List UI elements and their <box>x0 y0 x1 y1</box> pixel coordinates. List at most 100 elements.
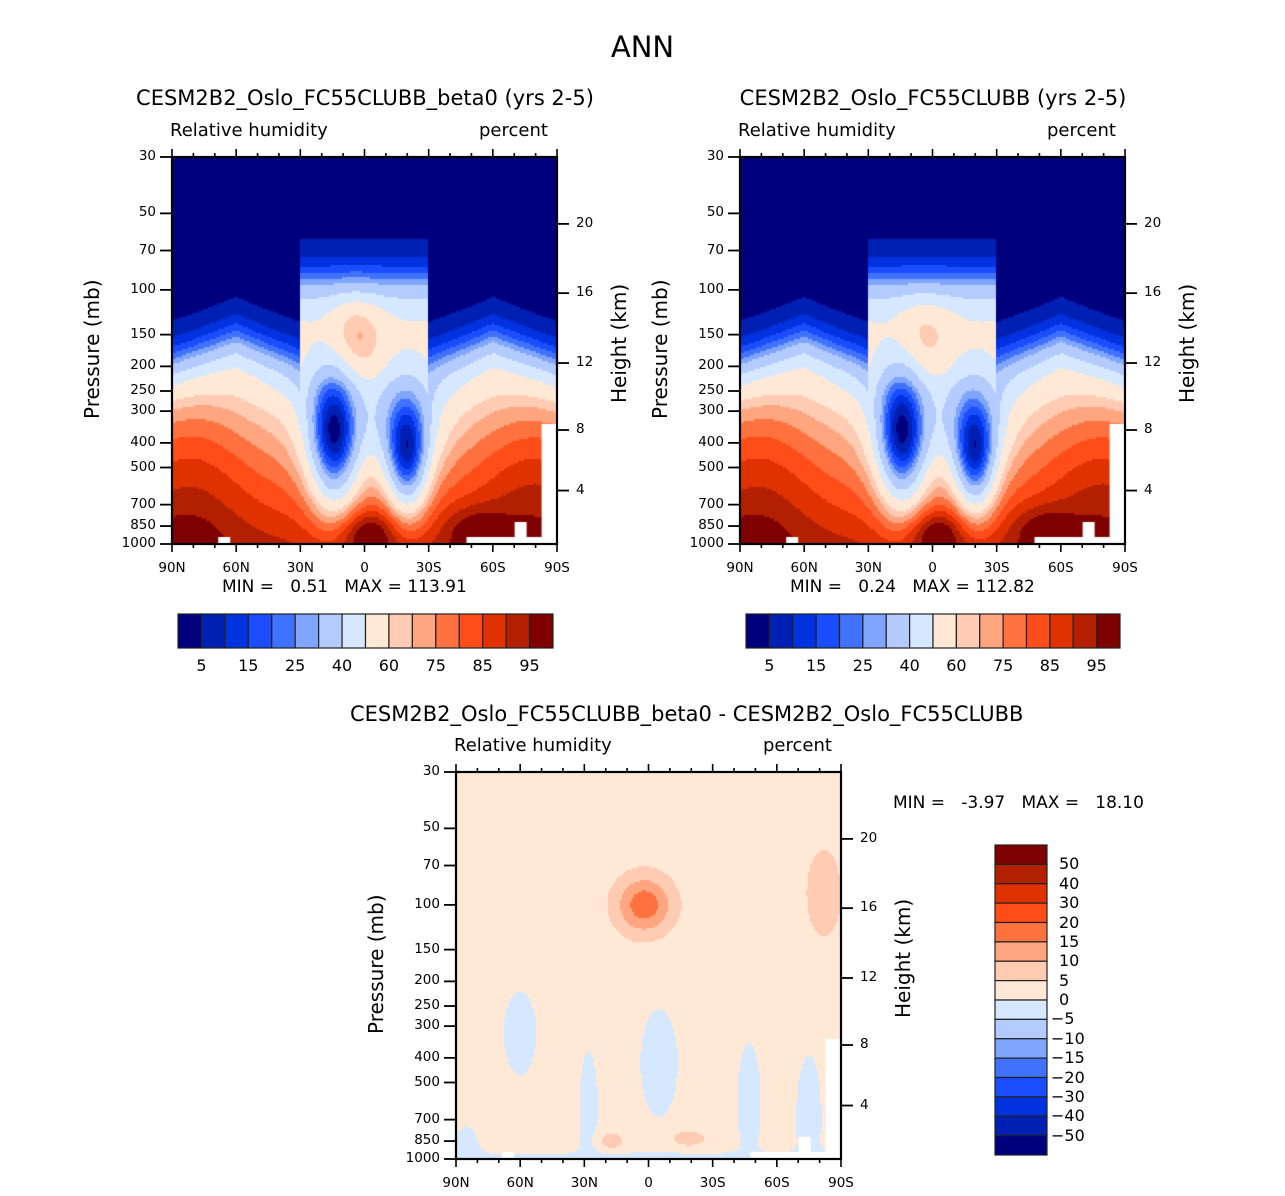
colorbar-box <box>994 980 1048 1001</box>
colorbar-box <box>294 613 320 649</box>
y-tick-label: 1000 <box>405 1150 440 1166</box>
x-tick-label: 90S <box>544 560 570 576</box>
y-tick-label: 1000 <box>689 535 724 551</box>
colorbar-box <box>885 613 911 649</box>
max-value: 18.10 <box>1079 793 1144 813</box>
y-tick-label: 850 <box>414 1132 440 1149</box>
x-tick-label: 90S <box>828 1175 854 1191</box>
colorbar-box <box>994 1096 1048 1117</box>
colorbar-label: 5 <box>196 656 207 675</box>
colorbar-label: 40 <box>331 656 353 675</box>
x-tick-label: 30N <box>854 560 882 576</box>
y-axis-title: Pressure (mb) <box>648 278 672 419</box>
x-tick-label: 0 <box>644 1175 653 1191</box>
y-right-tick-label: 8 <box>1144 421 1153 437</box>
max-label: MAX = <box>912 577 970 597</box>
colorbar-box <box>1002 613 1028 649</box>
panel-title: CESM2B2_Oslo_FC55CLUBB_beta0 (yrs 2-5) <box>136 86 594 110</box>
colorbar-label: −5 <box>1051 1009 1075 1029</box>
y-tick-label: 700 <box>414 1110 440 1127</box>
min-max-readout: MIN = 0.51 MAX = 113.91 <box>222 577 467 597</box>
colorbar-box <box>271 613 296 649</box>
colorbar-label: 95 <box>1086 656 1107 675</box>
colorbar-box <box>364 613 390 649</box>
colorbar-box <box>994 1018 1048 1040</box>
colorbar-label: 15 <box>238 656 259 675</box>
colorbar-box <box>994 921 1048 943</box>
colorbar-label: 15 <box>805 656 827 675</box>
units-label: percent <box>479 120 548 141</box>
y-tick-label: 700 <box>130 495 156 512</box>
colorbar-label: 95 <box>519 656 540 675</box>
y-right-tick-label: 16 <box>1144 284 1162 301</box>
y-tick-label: 300 <box>130 402 156 419</box>
y-tick-label: 250 <box>414 997 440 1013</box>
y-axis-title: Pressure (mb) <box>80 278 104 419</box>
contour-field <box>456 772 841 1159</box>
y-right-tick-label: 20 <box>1144 214 1162 231</box>
y-tick-label: 250 <box>130 382 156 398</box>
colorbar-box <box>994 1135 1048 1156</box>
x-tick-label: 90N <box>158 560 186 576</box>
colorbar-label: 15 <box>1059 931 1080 951</box>
units-label: percent <box>1047 120 1116 141</box>
x-tick-label: 60N <box>790 560 818 576</box>
contour-field <box>740 157 1125 544</box>
y-tick-label: 70 <box>706 241 724 258</box>
colorbar-label: 30 <box>1059 893 1080 913</box>
y-right-tick-label: 16 <box>576 284 594 301</box>
variable-name: Relative humidity <box>738 120 896 141</box>
variable-name: Relative humidity <box>454 735 612 756</box>
x-tick-label: 30N <box>570 1175 598 1191</box>
colorbar-box <box>411 613 437 649</box>
colorbar-label: −50 <box>1051 1125 1085 1145</box>
colorbar-box <box>177 613 203 649</box>
y-tick-label: 200 <box>698 357 724 374</box>
y-tick-label: 500 <box>698 458 724 475</box>
variable-name: Relative humidity <box>170 120 328 141</box>
colorbar-box <box>1096 613 1121 649</box>
colorbar-box <box>224 613 249 649</box>
colorbar-box <box>505 613 531 649</box>
colorbar-label: 50 <box>1059 854 1080 874</box>
y-tick-label: 100 <box>414 895 440 912</box>
colorbar-box <box>994 863 1048 885</box>
y-tick-label: 1000 <box>121 535 156 551</box>
colorbar-box <box>768 613 794 649</box>
min-label: MIN = <box>893 793 946 813</box>
colorbar-label: −10 <box>1051 1028 1085 1048</box>
colorbar-box <box>994 902 1048 924</box>
min-max-readout: MIN = 0.24 MAX = 112.82 <box>790 577 1035 597</box>
max-value: 112.82 <box>969 577 1035 597</box>
min-value: 0.24 <box>842 577 913 597</box>
min-value: -3.97 <box>945 793 1022 813</box>
y-tick-label: 250 <box>698 382 724 398</box>
colorbar-box <box>318 613 343 649</box>
y-tick-label: 400 <box>414 1048 440 1065</box>
colorbar-box <box>994 844 1048 865</box>
y-right-tick-label: 8 <box>860 1036 869 1052</box>
x-tick-label: 90N <box>726 560 754 576</box>
x-tick-label: 90S <box>1112 560 1138 576</box>
y-tick-label: 150 <box>130 325 156 342</box>
y-tick-label: 50 <box>706 204 724 221</box>
y-tick-label: 200 <box>414 972 440 989</box>
colorbar-box <box>994 1038 1048 1059</box>
colorbar-box <box>979 613 1004 649</box>
colorbar-box <box>994 1076 1048 1098</box>
y-tick-label: 150 <box>414 940 440 957</box>
x-tick-label: 30S <box>983 560 1010 576</box>
y-tick-label: 50 <box>138 204 156 221</box>
y-right-tick-label: 20 <box>860 829 878 846</box>
y-right-tick-label: 12 <box>860 969 878 985</box>
colorbar-label: −20 <box>1051 1067 1085 1087</box>
colorbar-label: 85 <box>472 656 493 675</box>
y-tick-label: 50 <box>422 819 440 836</box>
colorbar-label: 75 <box>992 656 1014 675</box>
colorbar-label: 20 <box>1059 912 1080 932</box>
y-tick-label: 30 <box>422 763 440 779</box>
x-tick-label: 90N <box>442 1175 470 1191</box>
colorbar-box <box>909 613 934 649</box>
colorbar-label: 25 <box>852 656 874 675</box>
colorbar-box <box>862 613 887 649</box>
